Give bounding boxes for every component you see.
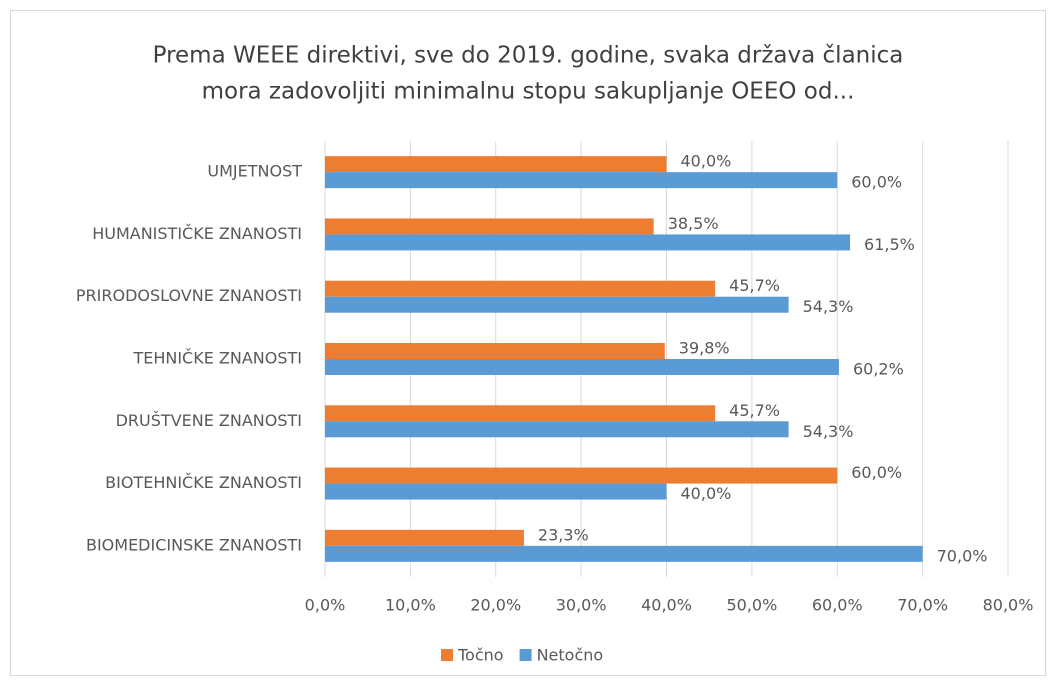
legend-swatch — [441, 649, 453, 661]
x-tick-label: 80,0% — [983, 596, 1034, 615]
bar — [325, 467, 838, 484]
x-tick-label: 40,0% — [641, 596, 692, 615]
value-label: 54,3% — [803, 297, 854, 316]
value-label: 39,8% — [679, 339, 730, 358]
y-tick-label: BIOTEHNIČKE ZNANOSTI — [105, 473, 302, 492]
bar — [325, 156, 667, 173]
bar — [325, 483, 667, 500]
x-tick-label: 10,0% — [385, 596, 436, 615]
value-label: 60,0% — [851, 173, 902, 192]
y-tick-label: DRUŠTVENE ZNANOSTI — [116, 411, 302, 430]
y-tick-label: PRIRODOSLOVNE ZNANOSTI — [76, 286, 302, 305]
bar — [325, 405, 716, 422]
x-tick-label: 30,0% — [556, 596, 607, 615]
bar — [325, 545, 923, 562]
y-tick-label: HUMANISTIČKE ZNANOSTI — [92, 224, 302, 243]
chart-title: Prema WEEE direktivi, sve do 2019. godin… — [153, 43, 904, 69]
value-label: 61,5% — [864, 235, 915, 254]
bar — [325, 359, 839, 375]
bar — [325, 343, 665, 359]
value-label: 45,7% — [729, 401, 780, 420]
x-tick-label: 50,0% — [726, 596, 777, 615]
legend-swatch — [519, 649, 532, 661]
x-tick-label: 60,0% — [812, 596, 863, 615]
value-label: 60,2% — [853, 360, 904, 379]
bar — [325, 529, 524, 546]
value-label: 38,5% — [668, 214, 719, 233]
value-label: 70,0% — [937, 546, 988, 565]
x-tick-label: 70,0% — [897, 596, 948, 615]
legend-label: Točno — [457, 646, 504, 665]
x-tick-label: 0,0% — [305, 596, 346, 615]
bar — [325, 296, 789, 313]
legend-label: Netočno — [537, 646, 604, 665]
value-label: 60,0% — [851, 463, 902, 482]
bar — [325, 280, 716, 297]
value-label: 54,3% — [803, 422, 854, 441]
x-tick-label: 20,0% — [470, 596, 521, 615]
y-tick-label: TEHNIČKE ZNANOSTI — [132, 349, 302, 368]
chart-title: mora zadovoljiti minimalnu stopu sakuplj… — [202, 79, 855, 105]
bar — [325, 172, 838, 189]
bar — [325, 234, 851, 251]
bar — [325, 421, 789, 438]
y-tick-label: BIOMEDICINSKE ZNANOSTI — [86, 535, 302, 554]
value-label: 45,7% — [729, 276, 780, 295]
value-label: 23,3% — [538, 525, 589, 544]
bar — [325, 218, 654, 235]
value-label: 40,0% — [681, 152, 732, 171]
value-label: 40,0% — [681, 484, 732, 503]
y-tick-label: UMJETNOST — [207, 162, 302, 181]
